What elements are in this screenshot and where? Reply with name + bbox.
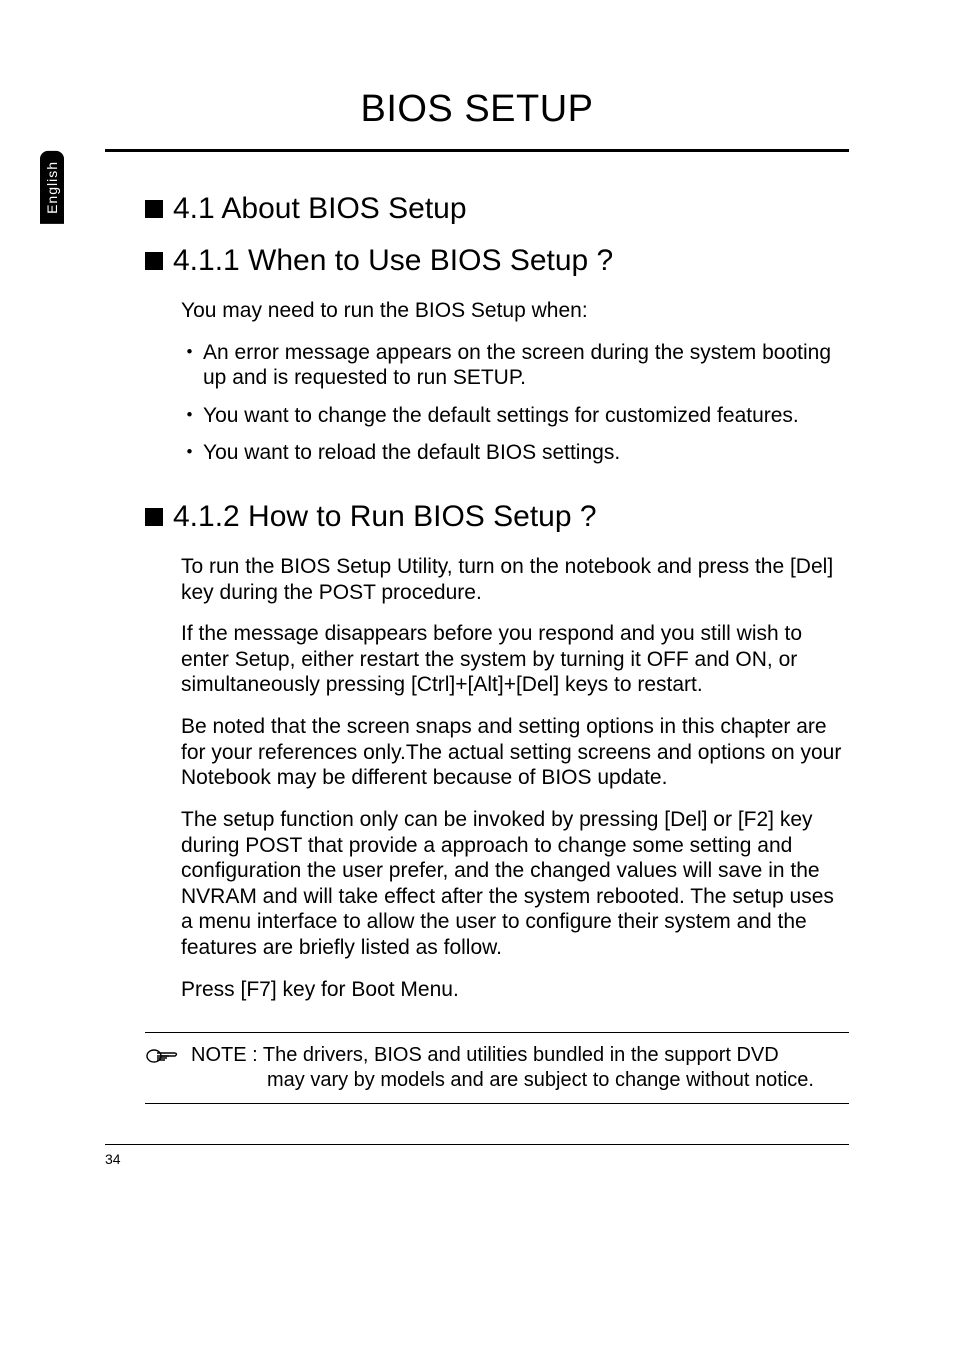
paragraph: Be noted that the screen snaps and setti…	[181, 714, 849, 791]
section-heading-4-1: 4.1 About BIOS Setup	[145, 192, 849, 226]
bullet-item: You want to reload the default BIOS sett…	[181, 440, 849, 466]
note-hand-icon	[145, 1045, 179, 1072]
footer-rule	[105, 1144, 849, 1145]
language-tab: English	[40, 151, 64, 224]
paragraph: The setup function only can be invoked b…	[181, 807, 849, 961]
section-body-4-1-2: To run the BIOS Setup Utility, turn on t…	[181, 554, 849, 1002]
heading-text: 4.1.2 How to Run BIOS Setup ?	[173, 500, 597, 534]
paragraph: To run the BIOS Setup Utility, turn on t…	[181, 554, 849, 605]
section-heading-4-1-2: 4.1.2 How to Run BIOS Setup ?	[145, 500, 849, 534]
bullet-list: An error message appears on the screen d…	[181, 340, 849, 466]
note-label: NOTE :	[191, 1044, 258, 1066]
note-body-line1: The drivers, BIOS and utilities bundled …	[263, 1044, 779, 1066]
section-heading-4-1-1: 4.1.1 When to Use BIOS Setup ?	[145, 244, 849, 278]
paragraph: If the message disappears before you res…	[181, 621, 849, 698]
page-title: BIOS SETUP	[0, 0, 954, 131]
bullet-square-icon	[145, 252, 163, 270]
section-body-4-1-1: You may need to run the BIOS Setup when:…	[181, 298, 849, 466]
page-number: 34	[105, 1151, 954, 1167]
bullet-item: An error message appears on the screen d…	[181, 340, 849, 391]
note-block: NOTE : The drivers, BIOS and utilities b…	[145, 1032, 849, 1104]
content-area: 4.1 About BIOS Setup 4.1.1 When to Use B…	[145, 192, 849, 1104]
bullet-square-icon	[145, 200, 163, 218]
note-body-line2: may vary by models and are subject to ch…	[267, 1068, 814, 1093]
heading-text: 4.1.1 When to Use BIOS Setup ?	[173, 244, 613, 278]
title-rule	[105, 149, 849, 152]
note-text: NOTE : The drivers, BIOS and utilities b…	[191, 1043, 814, 1093]
heading-text: 4.1 About BIOS Setup	[173, 192, 467, 226]
bullet-item: You want to change the default settings …	[181, 403, 849, 429]
bullet-square-icon	[145, 508, 163, 526]
paragraph: Press [F7] key for Boot Menu.	[181, 977, 849, 1003]
intro-paragraph: You may need to run the BIOS Setup when:	[181, 298, 849, 324]
